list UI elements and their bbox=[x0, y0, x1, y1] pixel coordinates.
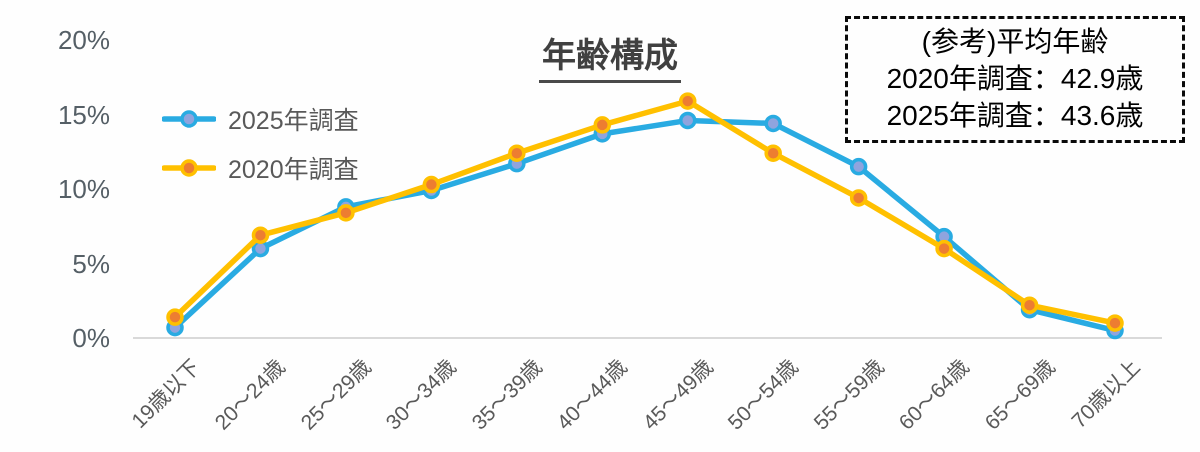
legend-swatch-icon bbox=[162, 159, 216, 177]
data-point-marker bbox=[508, 144, 526, 162]
data-point-marker bbox=[1106, 314, 1124, 332]
data-point-marker bbox=[593, 116, 612, 134]
data-point-marker bbox=[849, 189, 868, 207]
legend-label: 2020年調査 bbox=[228, 156, 359, 184]
reference-box-line-2020: 2020年調査：42.9歳 bbox=[886, 63, 1144, 94]
data-point-marker bbox=[166, 308, 184, 326]
data-point-marker bbox=[678, 92, 697, 110]
reference-box: (参考)平均年齢 2020年調査：42.9歳 2025年調査：43.6歳 bbox=[845, 16, 1185, 143]
reference-box-title: (参考)平均年齢 bbox=[921, 26, 1109, 57]
data-point-marker bbox=[764, 144, 782, 162]
data-point-marker bbox=[337, 204, 355, 222]
legend-swatch-icon bbox=[162, 110, 216, 128]
data-point-marker bbox=[1020, 296, 1039, 314]
y-axis-label: 15% bbox=[57, 99, 110, 130]
y-axis-label: 0% bbox=[72, 323, 110, 353]
data-point-marker bbox=[422, 175, 441, 194]
reference-box-line-2025: 2025年調査：43.6歳 bbox=[886, 100, 1144, 131]
chart-title: 年齢構成 bbox=[539, 28, 681, 83]
data-point-marker bbox=[764, 114, 782, 133]
data-point-marker bbox=[935, 239, 953, 258]
y-axis-label: 10% bbox=[57, 174, 110, 204]
data-point-marker bbox=[251, 226, 270, 244]
y-axis-label: 5% bbox=[72, 248, 110, 279]
legend-label: 2025年調査 bbox=[228, 107, 359, 135]
legend-item-2025年調査: 2025年調査 bbox=[162, 101, 359, 137]
legend: 2025年調査 2020年調査 bbox=[162, 101, 359, 186]
data-point-marker bbox=[849, 157, 868, 176]
y-axis-label: 20% bbox=[57, 25, 110, 55]
data-point-marker bbox=[678, 111, 697, 130]
series-line-2020年調査 bbox=[172, 98, 1118, 326]
legend-item-2020年調査: 2020年調査 bbox=[162, 150, 359, 186]
